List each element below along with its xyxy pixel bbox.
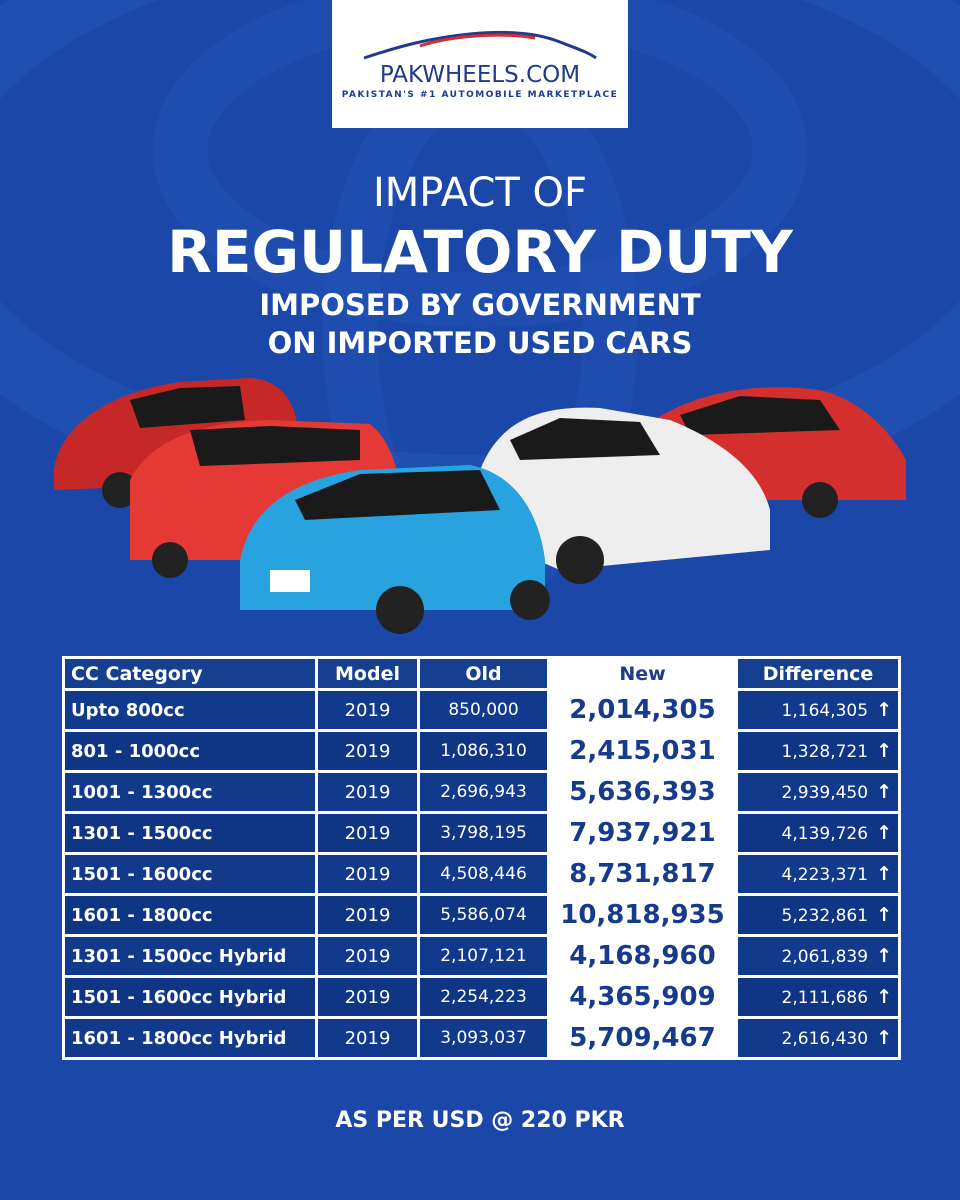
cell-model: 2019: [315, 688, 420, 732]
cell-model: 2019: [315, 1016, 420, 1060]
cell-difference: 1,164,305 ↑: [735, 688, 901, 732]
cell-difference: 4,223,371 ↑: [735, 852, 901, 896]
difference-value: 2,111,686: [781, 988, 869, 1008]
cell-category: Upto 800cc: [62, 688, 318, 732]
cell-old: 3,798,195: [417, 811, 550, 855]
cell-new: 4,365,909: [547, 975, 738, 1019]
cell-category: 1501 - 1600cc: [62, 852, 318, 896]
cell-model: 2019: [315, 811, 420, 855]
difference-value: 2,939,450: [781, 783, 869, 803]
cell-model: 2019: [315, 770, 420, 814]
cell-category: 1501 - 1600cc Hybrid: [62, 975, 318, 1019]
exchange-rate-note: AS PER USD @ 220 PKR: [335, 1108, 625, 1133]
header-cc-category: CC Category: [62, 656, 318, 691]
headline-line-4: ON IMPORTED USED CARS: [267, 326, 693, 360]
cell-difference: 5,232,861 ↑: [735, 893, 901, 937]
cell-difference: 4,139,726 ↑: [735, 811, 901, 855]
cell-difference: 2,111,686 ↑: [735, 975, 901, 1019]
arrow-up-icon: ↑: [876, 740, 892, 762]
cell-model: 2019: [315, 934, 420, 978]
table-row: 1501 - 1600cc 2019 4,508,446 8,731,817 4…: [62, 852, 901, 896]
cell-new: 5,636,393: [547, 770, 738, 814]
cell-category: 1301 - 1500cc: [62, 811, 318, 855]
header-new: New: [547, 656, 738, 691]
cell-new: 8,731,817: [547, 852, 738, 896]
cell-new: 7,937,921: [547, 811, 738, 855]
table-row: 801 - 1000cc 2019 1,086,310 2,415,031 1,…: [62, 729, 901, 773]
arrow-up-icon: ↑: [876, 945, 892, 967]
arrow-up-icon: ↑: [876, 986, 892, 1008]
car-silhouette-icon: [363, 30, 597, 60]
headline-line-1: IMPACT OF: [372, 170, 588, 216]
table-row: Upto 800cc 2019 850,000 2,014,305 1,164,…: [62, 688, 901, 732]
arrow-up-icon: ↑: [876, 781, 892, 803]
cell-new: 2,014,305: [547, 688, 738, 732]
header-old: Old: [417, 656, 550, 691]
cell-old: 1,086,310: [417, 729, 550, 773]
cars-illustration: [54, 378, 906, 634]
difference-value: 4,139,726: [781, 824, 869, 844]
cell-category: 1601 - 1800cc Hybrid: [62, 1016, 318, 1060]
cell-model: 2019: [315, 893, 420, 937]
difference-value: 4,223,371: [781, 865, 869, 885]
cell-category: 1001 - 1300cc: [62, 770, 318, 814]
table-row: 1601 - 1800cc 2019 5,586,074 10,818,935 …: [62, 893, 901, 937]
arrow-up-icon: ↑: [876, 699, 892, 721]
cell-old: 2,696,943: [417, 770, 550, 814]
cell-new: 10,818,935: [547, 893, 738, 937]
difference-value: 5,232,861: [781, 906, 869, 926]
cell-difference: 2,616,430 ↑: [735, 1016, 901, 1060]
cell-model: 2019: [315, 852, 420, 896]
difference-value: 1,164,305: [781, 701, 869, 721]
headline-title: REGULATORY DUTY: [167, 218, 793, 286]
blue-hatchback-car-image: [240, 465, 550, 634]
header-model: Model: [315, 656, 420, 691]
cell-new: 2,415,031: [547, 729, 738, 773]
table-row: 1001 - 1300cc 2019 2,696,943 5,636,393 2…: [62, 770, 901, 814]
cell-model: 2019: [315, 975, 420, 1019]
arrow-up-icon: ↑: [876, 863, 892, 885]
cell-category: 1601 - 1800cc: [62, 893, 318, 937]
difference-value: 1,328,721: [781, 742, 869, 762]
cell-new: 4,168,960: [547, 934, 738, 978]
table-row: 1301 - 1500cc 2019 3,798,195 7,937,921 4…: [62, 811, 901, 855]
cell-difference: 2,939,450 ↑: [735, 770, 901, 814]
header-difference: Difference: [735, 656, 901, 691]
table-row: 1501 - 1600cc Hybrid 2019 2,254,223 4,36…: [62, 975, 901, 1019]
cell-difference: 2,061,839 ↑: [735, 934, 901, 978]
cell-model: 2019: [315, 729, 420, 773]
arrow-up-icon: ↑: [876, 822, 892, 844]
cell-old: 2,107,121: [417, 934, 550, 978]
regulatory-duty-table: CC Category Model Old New Difference Upt…: [62, 656, 901, 1060]
cell-old: 850,000: [417, 688, 550, 732]
white-sedan-car-image: [480, 407, 770, 584]
arrow-up-icon: ↑: [876, 904, 892, 926]
cell-category: 1301 - 1500cc Hybrid: [62, 934, 318, 978]
cell-old: 2,254,223: [417, 975, 550, 1019]
arrow-up-icon: ↑: [876, 1027, 892, 1049]
cell-new: 5,709,467: [547, 1016, 738, 1060]
difference-value: 2,061,839: [781, 947, 869, 967]
cell-old: 5,586,074: [417, 893, 550, 937]
pakwheels-logo: PAKWHEELS.COM PAKISTAN'S #1 AUTOMOBILE M…: [332, 0, 628, 128]
table-row: 1601 - 1800cc Hybrid 2019 3,093,037 5,70…: [62, 1016, 901, 1060]
logo-wordmark: PAKWHEELS.COM: [379, 62, 581, 88]
cell-old: 3,093,037: [417, 1016, 550, 1060]
difference-value: 2,616,430: [781, 1029, 869, 1049]
cell-old: 4,508,446: [417, 852, 550, 896]
headline-line-3: IMPOSED BY GOVERNMENT: [259, 288, 701, 322]
table-row: 1301 - 1500cc Hybrid 2019 2,107,121 4,16…: [62, 934, 901, 978]
logo-tagline: PAKISTAN'S #1 AUTOMOBILE MARKETPLACE: [341, 90, 619, 100]
cell-category: 801 - 1000cc: [62, 729, 318, 773]
cell-difference: 1,328,721 ↑: [735, 729, 901, 773]
table-header-row: CC Category Model Old New Difference: [62, 656, 901, 691]
